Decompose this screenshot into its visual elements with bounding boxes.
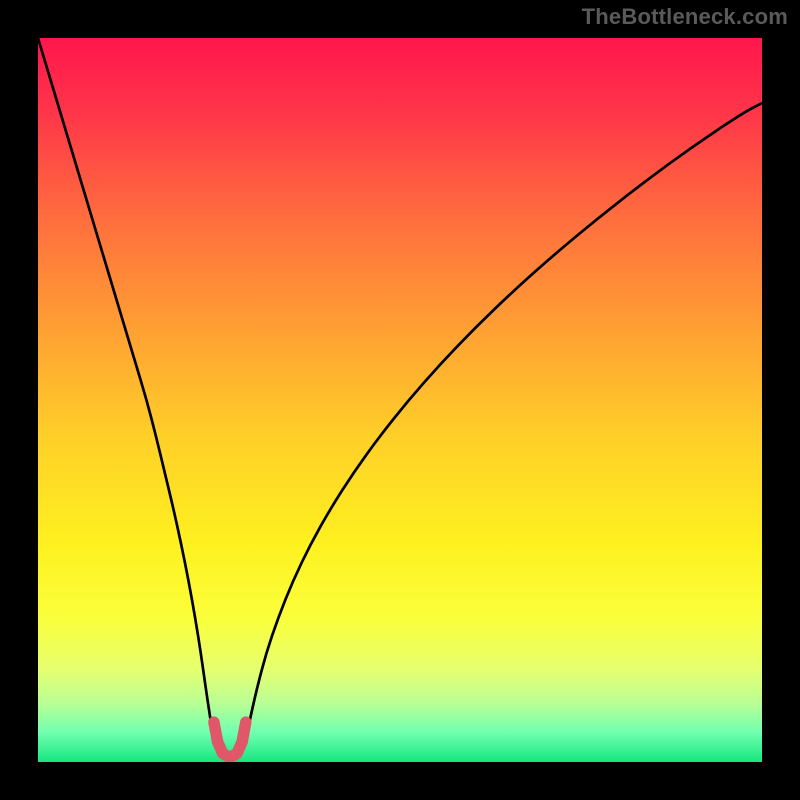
background-gradient — [38, 38, 762, 762]
plot-area — [38, 38, 762, 762]
chart-outer-frame: TheBottleneck.com — [0, 0, 800, 800]
watermark-text: TheBottleneck.com — [582, 4, 788, 30]
